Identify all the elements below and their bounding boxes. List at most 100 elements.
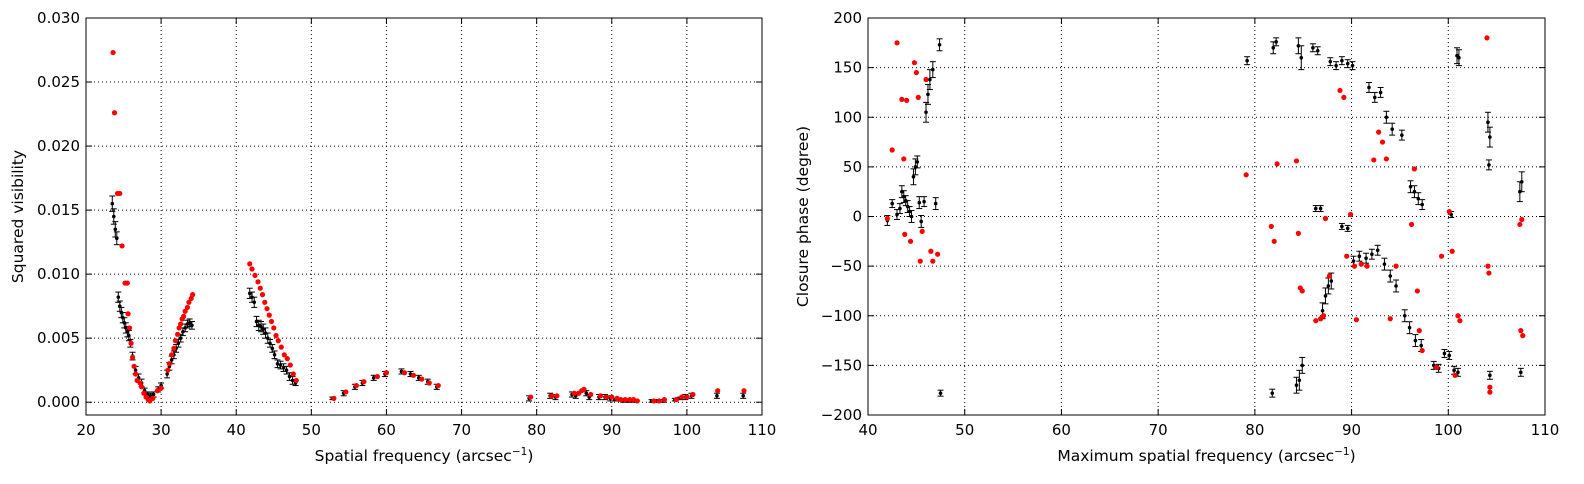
data-point	[673, 397, 679, 403]
x-axis-title: Spatial frequency (arcsec−1)	[315, 446, 534, 465]
x-tick-label: 30	[152, 421, 171, 439]
data-point	[141, 390, 147, 396]
data-point-errorbar	[1312, 205, 1319, 213]
x-tick-label: 90	[602, 421, 621, 439]
data-point	[907, 238, 914, 244]
y-tick-label: 100	[833, 108, 862, 126]
data-point-errorbar	[740, 392, 747, 399]
data-point-errorbar	[914, 155, 921, 169]
y-tick-label: 0.015	[37, 201, 80, 219]
data-point	[172, 338, 178, 344]
data-point	[622, 397, 628, 403]
data-point	[1376, 129, 1382, 135]
data-point	[175, 331, 181, 337]
y-tick-label: 50	[843, 158, 862, 176]
data-point	[1341, 94, 1347, 100]
data-point	[1455, 313, 1461, 319]
data-point	[293, 377, 299, 384]
data-point	[902, 231, 908, 237]
x-tick-label: 60	[1052, 421, 1071, 439]
data-point	[343, 389, 349, 395]
y-axis-title: Closure phase (degree)	[794, 126, 812, 307]
data-point	[1344, 253, 1350, 259]
data-point	[128, 340, 134, 346]
data-point-errorbar	[1298, 45, 1305, 71]
data-point-errorbar	[918, 215, 925, 228]
y-tick-label: 0.020	[37, 137, 80, 155]
x-tick-label: 40	[858, 421, 877, 439]
data-point	[150, 395, 156, 401]
data-point	[901, 156, 907, 162]
x-tick-label: 70	[452, 421, 471, 439]
data-point-errorbar	[1314, 46, 1321, 56]
data-point	[1449, 248, 1455, 254]
data-point	[259, 292, 266, 298]
data-point	[1364, 263, 1370, 269]
data-point-errorbar	[916, 196, 923, 210]
data-point	[419, 376, 425, 382]
data-point	[679, 394, 685, 400]
data-point-errorbar	[1387, 269, 1394, 283]
data-point-errorbar	[896, 203, 903, 215]
y-tick-label: 0.030	[37, 9, 80, 27]
data-point	[1408, 221, 1415, 228]
data-point	[917, 258, 923, 264]
data-point-errorbar	[1485, 159, 1492, 171]
x-tick-label: 110	[748, 421, 777, 439]
data-point-errorbar	[251, 296, 258, 308]
x-axis-title: Maximum spatial frequency (arcsec−1)	[1057, 446, 1355, 465]
x-tick-label: 110	[1531, 421, 1560, 439]
data-point	[634, 398, 640, 404]
data-point	[281, 352, 287, 358]
data-point-errorbar	[1344, 224, 1351, 232]
data-point-errorbar	[1383, 110, 1390, 124]
data-point-errorbar	[1270, 41, 1277, 55]
data-point-errorbar	[1518, 171, 1525, 193]
data-point-errorbar	[908, 210, 915, 223]
data-point	[554, 393, 560, 399]
y-tick-label: 0.005	[37, 329, 80, 347]
data-point-errorbar	[1455, 49, 1462, 67]
data-point	[603, 394, 610, 400]
data-point-errorbar	[112, 221, 119, 238]
data-point	[154, 388, 160, 394]
data-point-errorbar	[1411, 185, 1418, 199]
data-point	[1274, 161, 1280, 167]
data-point-errorbar	[1368, 248, 1375, 260]
data-point	[410, 372, 417, 378]
data-point-errorbar	[1377, 86, 1384, 98]
data-point	[904, 97, 910, 103]
visibility-panel: 20 30 40 50 60 70 80 90 100 110 0.000 0.005 0.010 0.0…	[9, 9, 776, 465]
series-0	[109, 195, 747, 403]
data-point	[741, 388, 747, 394]
data-point-errorbar	[1419, 199, 1426, 211]
data-point	[1485, 263, 1491, 269]
data-point	[158, 385, 164, 391]
data-point-errorbar	[1363, 252, 1370, 264]
data-point	[1268, 223, 1274, 230]
data-point	[571, 390, 577, 396]
data-point	[899, 96, 905, 102]
data-point	[264, 306, 270, 312]
data-point	[255, 279, 261, 285]
data-point	[353, 382, 359, 389]
data-point	[252, 272, 258, 279]
data-point	[117, 190, 123, 197]
data-point	[1326, 273, 1332, 279]
data-point-errorbar	[1415, 192, 1422, 206]
data-point	[1519, 216, 1525, 223]
data-point-errorbar	[113, 231, 120, 246]
data-point	[129, 354, 136, 360]
data-point-errorbar	[932, 197, 939, 211]
data-point	[278, 344, 284, 350]
data-point	[178, 321, 184, 327]
data-point	[1313, 318, 1319, 324]
x-tick-label: 70	[1149, 421, 1168, 439]
data-point	[1484, 35, 1490, 41]
data-point	[919, 228, 925, 234]
data-point	[549, 393, 555, 399]
data-point	[581, 386, 587, 392]
data-point	[1322, 215, 1329, 222]
data-point	[271, 325, 277, 331]
